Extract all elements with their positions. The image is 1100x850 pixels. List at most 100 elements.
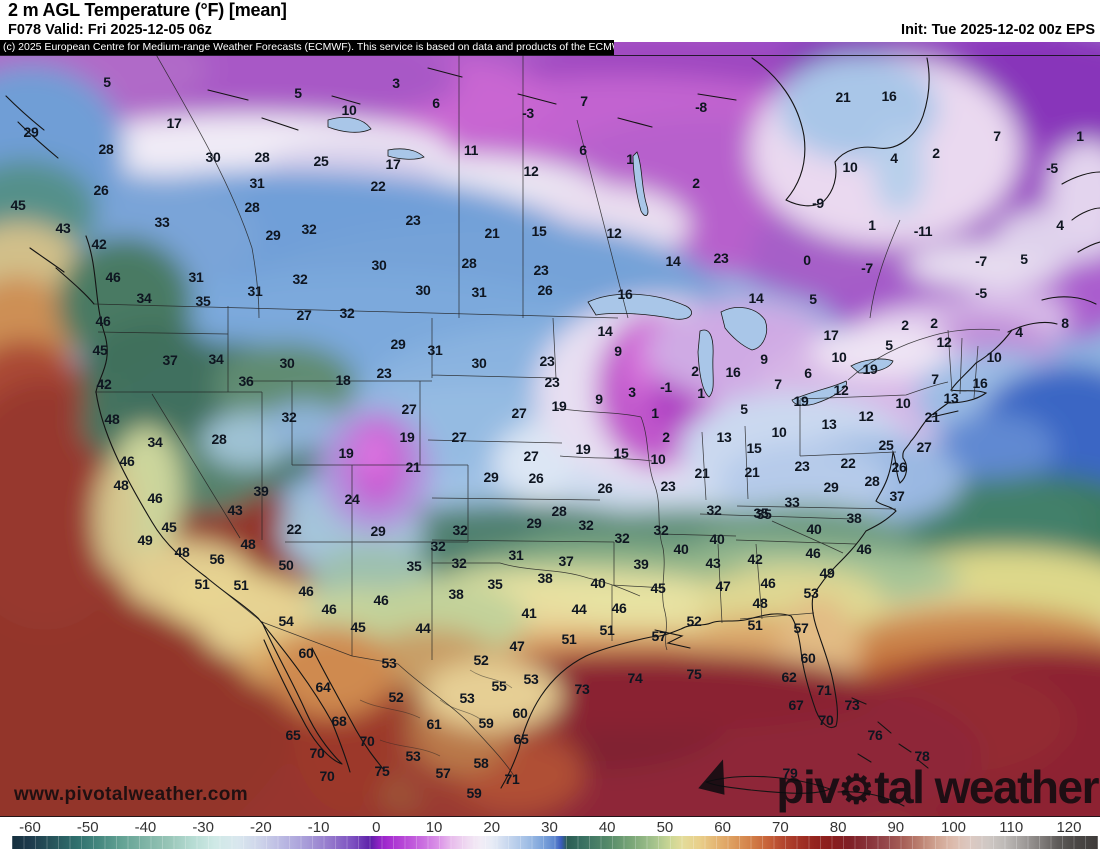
temp-value-label: 4 xyxy=(890,150,898,166)
temp-value-label: 26 xyxy=(528,470,544,486)
temp-value-label: -7 xyxy=(861,260,873,276)
colorbar-tick-label: 70 xyxy=(772,819,789,836)
cuba-coast xyxy=(705,775,905,807)
temp-value-label: 1 xyxy=(1076,128,1084,144)
temp-value-label: 46 xyxy=(105,269,121,285)
temp-value-label: 32 xyxy=(578,517,594,533)
temp-value-label: 42 xyxy=(96,376,112,392)
temp-value-label: 65 xyxy=(285,727,301,743)
temp-value-label: 33 xyxy=(784,494,800,510)
temp-value-label: 13 xyxy=(943,390,959,406)
temp-field-blob xyxy=(263,402,347,452)
temp-value-label: 48 xyxy=(113,477,129,493)
temp-value-label: 32 xyxy=(452,522,468,538)
colorbar-tick-label: 100 xyxy=(941,819,967,836)
temp-value-label: 28 xyxy=(98,141,114,157)
temp-value-label: 60 xyxy=(800,650,816,666)
temp-value-label: 34 xyxy=(147,434,163,450)
temp-value-label: 28 xyxy=(244,199,260,215)
temp-value-label: 46 xyxy=(321,601,337,617)
temp-value-label: 45 xyxy=(650,580,666,596)
temp-value-label: 74 xyxy=(627,670,643,686)
temp-value-label: 28 xyxy=(864,473,880,489)
vancouver-island xyxy=(29,247,95,305)
temp-value-label: 4 xyxy=(1056,217,1064,233)
temp-value-label: 48 xyxy=(104,411,120,427)
temp-value-label: 45 xyxy=(92,342,108,358)
colorbar-tick-label: -30 xyxy=(192,819,214,836)
temp-value-label: 65 xyxy=(513,731,529,747)
temp-value-label: -7 xyxy=(975,253,987,269)
watermark-url: www.pivotalweather.com xyxy=(14,784,249,805)
temp-value-label: 29 xyxy=(23,124,39,140)
temp-value-label: -11 xyxy=(913,223,933,239)
temp-value-label: 40 xyxy=(590,575,606,591)
temp-value-label: 14 xyxy=(597,323,613,339)
temp-value-label: 28 xyxy=(461,255,477,271)
temp-value-label: 1 xyxy=(697,385,705,401)
temp-value-label: 53 xyxy=(459,690,475,706)
temp-value-label: 46 xyxy=(298,583,314,599)
temp-value-label: 37 xyxy=(558,553,574,569)
temp-value-label: -1 xyxy=(660,379,672,395)
arctic-islands xyxy=(207,67,737,131)
temp-value-label: 71 xyxy=(504,771,520,787)
temp-value-label: 35 xyxy=(756,506,772,522)
temp-value-label: 25 xyxy=(313,153,329,169)
us-mexico-border xyxy=(205,576,515,777)
lake-ontario xyxy=(850,358,894,374)
temp-value-label: 57 xyxy=(435,765,451,781)
temp-value-label: 73 xyxy=(844,697,860,713)
temp-value-label: 10 xyxy=(650,451,666,467)
temp-value-label: 38 xyxy=(846,510,862,526)
temp-value-label: 32 xyxy=(281,409,297,425)
temp-value-label: 0 xyxy=(803,252,811,268)
temp-value-label: 59 xyxy=(466,785,482,801)
temp-value-label: 53 xyxy=(381,655,397,671)
map-bottom-frame xyxy=(0,816,1100,817)
colorbar-tick-label: -50 xyxy=(76,819,99,836)
temp-value-label: 26 xyxy=(537,282,553,298)
temp-value-label: 73 xyxy=(574,681,590,697)
temp-value-label: 19 xyxy=(862,361,878,377)
temp-field-blob xyxy=(810,326,954,378)
temp-value-label: 23 xyxy=(544,374,560,390)
temp-value-label: -9 xyxy=(812,195,824,211)
temp-value-label: 39 xyxy=(253,483,269,499)
temp-value-label: 7 xyxy=(993,128,1001,144)
temp-value-label: 19 xyxy=(399,429,415,445)
temp-value-label: 79 xyxy=(782,765,798,781)
temp-value-label: 26 xyxy=(93,182,109,198)
temp-value-label: 32 xyxy=(451,555,467,571)
temp-value-label: 38 xyxy=(448,586,464,602)
temperature-map: 5 17 5 3 10 6 -3 7 -8 21 16 29 28 30 28 25 17 11 12 6 1 2 10 2 4… xyxy=(0,42,1100,817)
temp-value-label: 53 xyxy=(523,671,539,687)
temp-value-label: 8 xyxy=(1061,315,1069,331)
colorbar-tick-label: 10 xyxy=(425,819,443,836)
long-island xyxy=(931,410,959,418)
pacific-coastline xyxy=(85,235,351,773)
louisiana-marsh xyxy=(654,629,691,649)
colorbar-tick-label: 80 xyxy=(829,819,847,836)
temp-value-label: 46 xyxy=(856,541,872,557)
temp-value-label: 35 xyxy=(753,505,769,521)
temp-value-label: 7 xyxy=(774,376,782,392)
temp-value-label: 1 xyxy=(651,405,659,421)
temp-value-label: 22 xyxy=(286,521,302,537)
temp-value-label: 46 xyxy=(147,490,163,506)
temp-value-label: 5 xyxy=(294,85,302,101)
temp-value-label: 31 xyxy=(249,175,265,191)
temp-value-label: 9 xyxy=(614,343,622,359)
temp-value-label: 34 xyxy=(208,351,224,367)
temp-value-label: 58 xyxy=(473,755,489,771)
temp-field-blob xyxy=(1048,140,1100,240)
temp-value-label: 6 xyxy=(579,142,587,158)
baja-coastline xyxy=(261,621,385,771)
colorbar-tick-label: 30 xyxy=(541,819,558,836)
temp-value-label: 51 xyxy=(747,617,763,633)
temp-value-label: 47 xyxy=(715,578,731,594)
temp-value-label: 16 xyxy=(725,364,741,380)
temp-value-label: 35 xyxy=(195,293,211,309)
temp-value-label: 53 xyxy=(405,748,421,764)
